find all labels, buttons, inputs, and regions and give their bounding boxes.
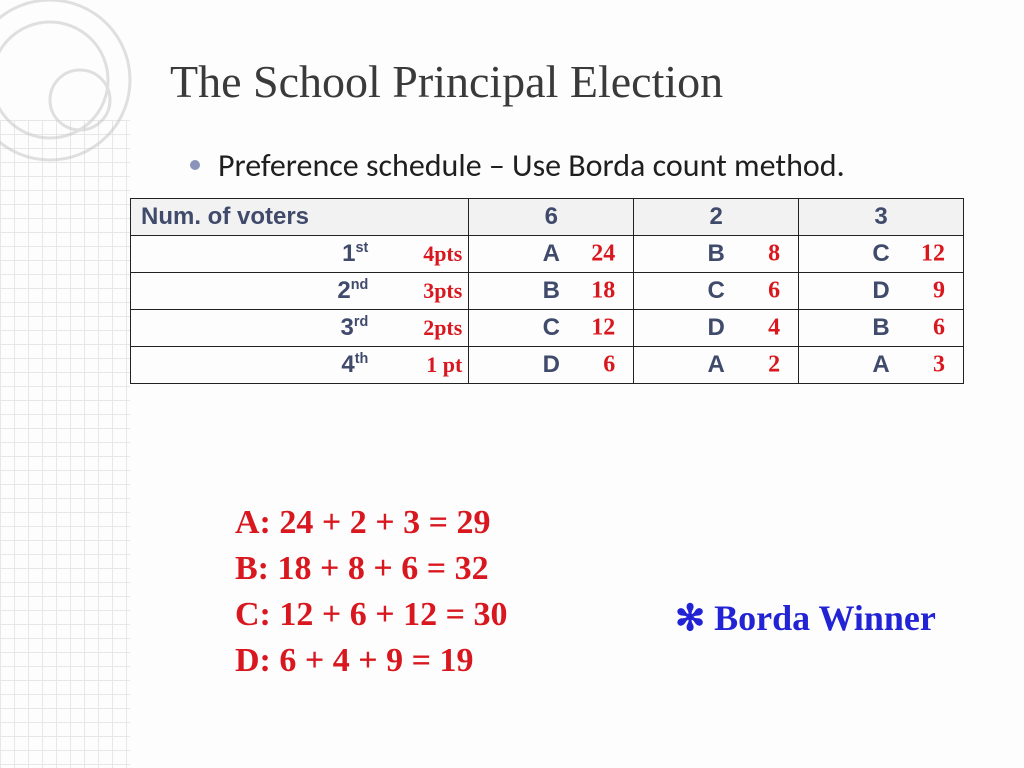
cell-annotation: 12 [591, 315, 615, 342]
pref-cell: B6 [799, 310, 964, 347]
table-row: 4th1 ptD6A2A3 [131, 347, 964, 384]
points-annotation: 3pts [423, 278, 462, 304]
bullet-row: Preference schedule – Use Borda count me… [190, 146, 964, 186]
pref-cell: D9 [799, 273, 964, 310]
cell-annotation: 24 [591, 241, 615, 268]
slide-content: The School Principal Election Preference… [0, 0, 1024, 384]
cell-annotation: 6 [768, 278, 780, 305]
calc-line-text: B: 18 + 8 + 6 = 32 [235, 550, 489, 587]
rank-cell: 2nd3pts [131, 273, 469, 310]
voter-count-cell: 6 [469, 199, 634, 236]
pref-cell: C12 [469, 310, 634, 347]
cell-annotation: 2 [768, 352, 780, 379]
pref-cell: C12 [799, 236, 964, 273]
slide-title: The School Principal Election [170, 55, 964, 108]
calc-line: B: 18 + 8 + 6 = 32 ✻ Borda Winner [235, 546, 508, 592]
calc-line: D: 6 + 4 + 9 = 19 [235, 638, 508, 684]
pref-cell: A2 [634, 347, 799, 384]
rank-cell: 1st4pts [131, 236, 469, 273]
pref-cell: D4 [634, 310, 799, 347]
bullet-dot-icon [190, 160, 200, 170]
cell-annotation: 3 [933, 352, 945, 379]
rank-cell: 3rd2pts [131, 310, 469, 347]
pref-cell: A24 [469, 236, 634, 273]
calc-line: C: 12 + 6 + 12 = 30 [235, 592, 508, 638]
table-row: 2nd3ptsB18C6D9 [131, 273, 964, 310]
rank-cell: 4th1 pt [131, 347, 469, 384]
cell-annotation: 6 [603, 352, 615, 379]
points-annotation: 1 pt [426, 352, 462, 378]
pref-cell: B18 [469, 273, 634, 310]
cell-annotation: 18 [591, 278, 615, 305]
pref-cell: B8 [634, 236, 799, 273]
bullet-text: Preference schedule – Use Borda count me… [218, 146, 845, 186]
cell-annotation: 6 [933, 315, 945, 342]
pref-cell: D6 [469, 347, 634, 384]
cell-annotation: 12 [921, 241, 945, 268]
voter-count-cell: 3 [799, 199, 964, 236]
header-label-cell: Num. of voters [131, 199, 469, 236]
winner-note: ✻ Borda Winner [675, 594, 936, 643]
pref-cell: A3 [799, 347, 964, 384]
table-header-row: Num. of voters 6 2 3 [131, 199, 964, 236]
cell-annotation: 8 [768, 241, 780, 268]
cell-annotation: 9 [933, 278, 945, 305]
points-annotation: 2pts [423, 315, 462, 341]
cell-annotation: 4 [768, 315, 780, 342]
calculations-block: A: 24 + 2 + 3 = 29 B: 18 + 8 + 6 = 32 ✻ … [235, 500, 508, 684]
preference-table: Num. of voters 6 2 3 1st4ptsA24B8C122nd3… [130, 198, 964, 384]
points-annotation: 4pts [423, 241, 462, 267]
table-row: 1st4ptsA24B8C12 [131, 236, 964, 273]
table-row: 3rd2ptsC12D4B6 [131, 310, 964, 347]
voter-count-cell: 2 [634, 199, 799, 236]
pref-cell: C6 [634, 273, 799, 310]
calc-line: A: 24 + 2 + 3 = 29 [235, 500, 508, 546]
